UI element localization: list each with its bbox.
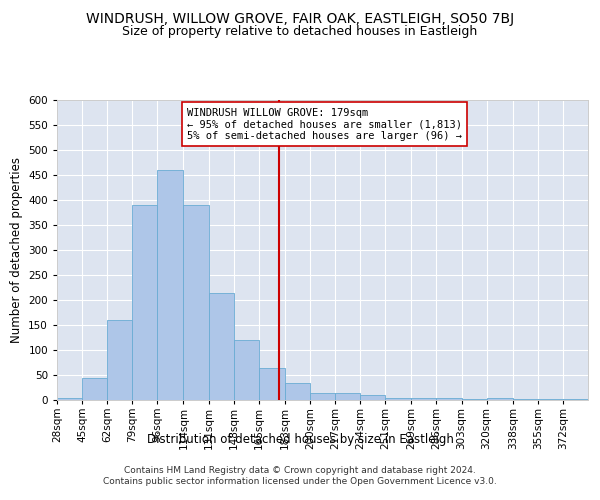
Bar bbox=[285, 382, 310, 400]
Text: Size of property relative to detached houses in Eastleigh: Size of property relative to detached ho… bbox=[122, 25, 478, 38]
Bar bbox=[360, 395, 385, 400]
Bar bbox=[412, 398, 436, 400]
Bar bbox=[563, 399, 588, 400]
Bar bbox=[209, 292, 233, 400]
Bar bbox=[513, 399, 538, 400]
Bar bbox=[57, 398, 82, 400]
Bar bbox=[310, 392, 335, 400]
Text: Distribution of detached houses by size in Eastleigh: Distribution of detached houses by size … bbox=[146, 432, 454, 446]
Text: Contains HM Land Registry data © Crown copyright and database right 2024.: Contains HM Land Registry data © Crown c… bbox=[124, 466, 476, 475]
Bar bbox=[259, 368, 285, 400]
Bar bbox=[461, 399, 487, 400]
Bar bbox=[184, 205, 209, 400]
Bar bbox=[436, 398, 461, 400]
Bar bbox=[157, 170, 184, 400]
Bar bbox=[107, 320, 132, 400]
Text: Contains public sector information licensed under the Open Government Licence v3: Contains public sector information licen… bbox=[103, 478, 497, 486]
Bar bbox=[335, 392, 360, 400]
Bar bbox=[82, 378, 107, 400]
Bar bbox=[233, 340, 259, 400]
Bar bbox=[487, 398, 513, 400]
Text: WINDRUSH, WILLOW GROVE, FAIR OAK, EASTLEIGH, SO50 7BJ: WINDRUSH, WILLOW GROVE, FAIR OAK, EASTLE… bbox=[86, 12, 514, 26]
Bar bbox=[538, 399, 563, 400]
Text: WINDRUSH WILLOW GROVE: 179sqm
← 95% of detached houses are smaller (1,813)
5% of: WINDRUSH WILLOW GROVE: 179sqm ← 95% of d… bbox=[187, 108, 462, 140]
Bar bbox=[132, 205, 157, 400]
Bar bbox=[385, 398, 412, 400]
Y-axis label: Number of detached properties: Number of detached properties bbox=[10, 157, 23, 343]
